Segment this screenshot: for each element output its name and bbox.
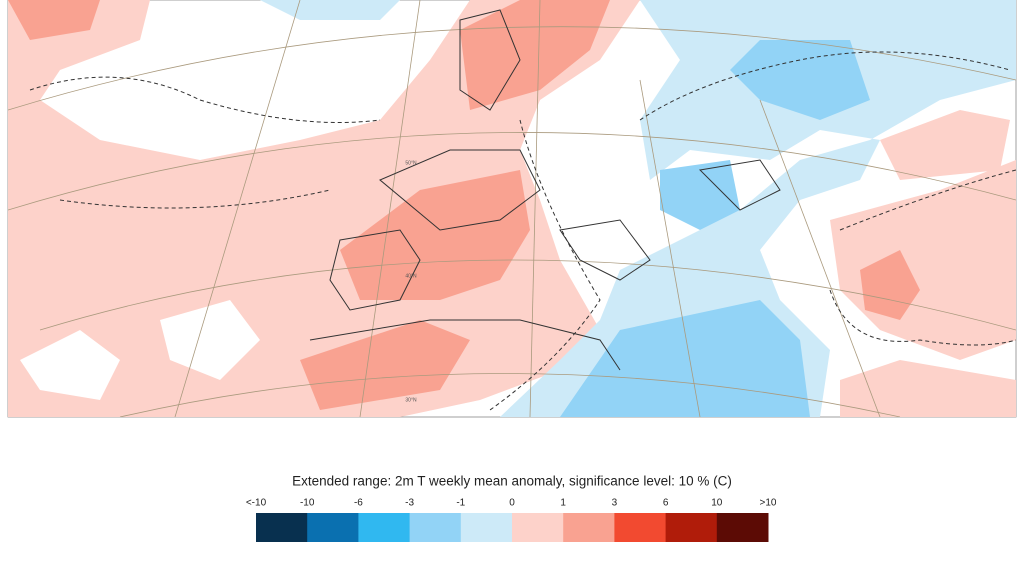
map-fields — [8, 0, 1016, 417]
colorbar-label: -6 — [354, 498, 363, 509]
colorbar-label: >10 — [760, 498, 777, 509]
colorbar-label: 0 — [509, 498, 515, 509]
color-swatch — [358, 513, 411, 542]
colorbar-label: -10 — [300, 498, 315, 509]
significance-contours — [29, 51, 1016, 411]
colorbar-label: -1 — [456, 498, 465, 509]
color-swatch — [665, 513, 718, 542]
colorbar: <-10 -10 -6 -3 -1 0 1 3 6 10 >10 — [246, 498, 777, 542]
color-swatch — [307, 513, 359, 542]
cool-core — [560, 40, 870, 417]
color-swatch — [563, 513, 615, 542]
color-swatch — [409, 513, 462, 542]
color-swatch — [614, 513, 667, 542]
colorbar-label: <-10 — [246, 498, 267, 509]
warm-east-core — [860, 250, 920, 320]
latitude-label: 30°N — [405, 397, 417, 403]
colorbar-label: 3 — [612, 498, 618, 509]
map: 50°N 40°N 30°N — [7, 0, 1017, 418]
legend-title: Extended range: 2m T weekly mean anomaly… — [292, 474, 732, 489]
coastlines — [309, 9, 781, 371]
colorbar-label: 1 — [560, 498, 566, 509]
neutral-area — [20, 300, 260, 400]
latitude-label: 40°N — [405, 273, 417, 279]
color-swatch — [512, 513, 564, 542]
colorbar-label: -3 — [405, 498, 414, 509]
color-swatch — [256, 513, 308, 542]
color-swatch — [460, 513, 513, 542]
color-swatch — [716, 513, 769, 542]
warm-core — [8, 0, 610, 410]
latitude-label: 50°N — [405, 160, 417, 166]
colorbar-label: 6 — [663, 498, 669, 509]
graticule — [8, 0, 1016, 417]
colorbar-label: 10 — [711, 498, 723, 509]
warm-east — [830, 110, 1016, 417]
